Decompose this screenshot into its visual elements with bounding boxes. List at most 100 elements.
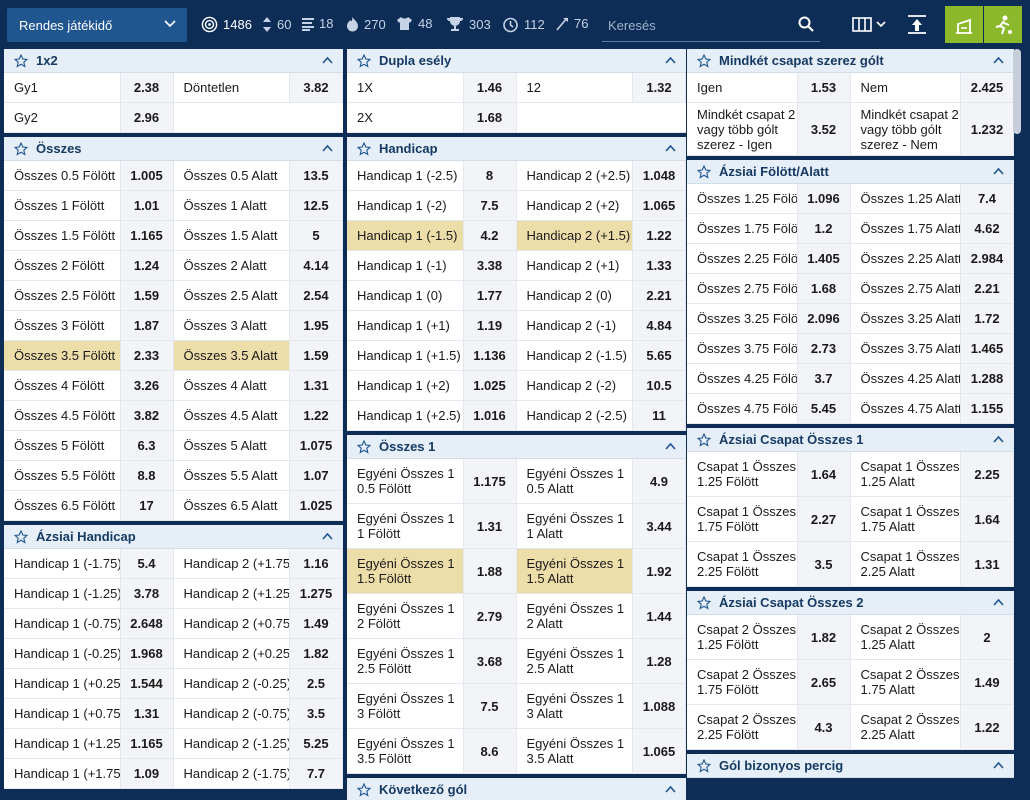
odds-outcome[interactable]: Handicap 2 (-0.25) 2.5 [174, 669, 343, 698]
odds-outcome[interactable]: Összes 4.5 Fölött 3.82 [4, 401, 174, 430]
odds-outcome[interactable]: Handicap 1 (-2.5) 8 [347, 161, 517, 190]
market-panel-header[interactable]: Ázsiai Csapat Összes 2 [687, 591, 1014, 615]
search-input[interactable]: Keresés [602, 8, 820, 42]
odds-outcome[interactable]: Egyéni Összes 1 0.5 Alatt 4.9 [517, 459, 686, 503]
odds-outcome[interactable]: Gy1 2.38 [4, 73, 174, 102]
odds-outcome[interactable]: Összes 1.75 Alatt 4.62 [851, 214, 1014, 243]
market-panel-header[interactable]: Dupla esély [347, 49, 686, 73]
category-hot[interactable]: 270 [346, 16, 386, 32]
odds-outcome[interactable]: Csapat 1 Összes 1.75 Alatt 1.64 [851, 497, 1014, 541]
odds-outcome[interactable]: Handicap 1 (+0.25) 1.544 [4, 669, 174, 698]
odds-outcome[interactable]: Handicap 1 (-0.75) 2.648 [4, 609, 174, 638]
star-icon[interactable] [697, 432, 711, 447]
chevron-up-icon[interactable] [993, 435, 1004, 444]
odds-outcome[interactable]: Handicap 1 (+2) 1.025 [347, 371, 517, 400]
star-icon[interactable] [14, 141, 28, 156]
field-view-button[interactable] [945, 6, 983, 43]
market-panel-header[interactable]: Gól bizonyos percig [687, 754, 1014, 778]
layout-columns-icon[interactable] [852, 13, 888, 35]
category-corners[interactable]: 76 [555, 16, 588, 31]
odds-outcome[interactable]: Egyéni Összes 1 2.5 Alatt 1.28 [517, 639, 686, 683]
odds-outcome[interactable]: Gy2 2.96 [4, 103, 174, 132]
chevron-up-icon[interactable] [322, 56, 333, 65]
odds-outcome[interactable]: Összes 3.5 Fölött 2.33 [4, 341, 174, 370]
odds-outcome[interactable]: Egyéni Összes 1 1 Fölött 1.31 [347, 504, 517, 548]
chevron-up-icon[interactable] [665, 442, 676, 451]
odds-outcome[interactable]: Összes 1 Alatt 12.5 [174, 191, 343, 220]
odds-outcome[interactable]: Összes 2 Fölött 1.24 [4, 251, 174, 280]
period-dropdown[interactable]: Rendes játékidő [7, 8, 187, 42]
odds-outcome[interactable]: Egyéni Összes 1 3.5 Fölött 8.6 [347, 729, 517, 773]
odds-outcome[interactable]: Handicap 1 (+1.75) 1.09 [4, 759, 174, 788]
odds-outcome[interactable]: Handicap 2 (-1.75) 7.7 [174, 759, 343, 788]
odds-outcome[interactable]: 12 1.32 [517, 73, 686, 102]
odds-outcome[interactable]: Mindkét csapat 2 vagy több gólt szerez -… [851, 103, 1014, 155]
odds-outcome[interactable]: Handicap 1 (+2.5) 1.016 [347, 401, 517, 430]
category-teams[interactable]: 48 [396, 16, 432, 31]
category-all-markets[interactable]: 1486 [201, 16, 252, 33]
odds-outcome[interactable]: Handicap 1 (-1.75) 5.4 [4, 549, 174, 578]
odds-outcome[interactable]: Handicap 2 (-1.5) 5.65 [517, 341, 686, 370]
odds-outcome[interactable]: Mindkét csapat 2 vagy több gólt szerez -… [687, 103, 851, 155]
market-panel-header[interactable]: Ázsiai Handicap [4, 525, 343, 549]
star-icon[interactable] [14, 53, 28, 68]
chevron-up-icon[interactable] [665, 56, 676, 65]
odds-outcome[interactable]: Handicap 2 (+1) 1.33 [517, 251, 686, 280]
odds-outcome[interactable]: Egyéni Összes 1 2.5 Fölött 3.68 [347, 639, 517, 683]
collapse-all-icon[interactable] [906, 13, 928, 35]
market-panel-header[interactable]: Ázsiai Fölött/Alatt [687, 160, 1014, 184]
odds-outcome[interactable]: Csapat 2 Összes 1.75 Fölött 2.65 [687, 660, 851, 704]
market-panel-header[interactable]: Ázsiai Csapat Összes 1 [687, 428, 1014, 452]
odds-outcome[interactable]: Egyéni Összes 1 2 Fölött 2.79 [347, 594, 517, 638]
odds-outcome[interactable]: Összes 0.5 Alatt 13.5 [174, 161, 343, 190]
odds-outcome[interactable]: Összes 5 Alatt 1.075 [174, 431, 343, 460]
category-tournament[interactable]: 303 [446, 16, 491, 32]
star-icon[interactable] [697, 164, 711, 179]
odds-outcome[interactable]: Egyéni Összes 1 0.5 Fölött 1.175 [347, 459, 517, 503]
chevron-up-icon[interactable] [993, 598, 1004, 607]
odds-outcome[interactable]: Handicap 1 (+1.25) 1.165 [4, 729, 174, 758]
odds-outcome[interactable]: Összes 5.5 Alatt 1.07 [174, 461, 343, 490]
odds-outcome[interactable]: Csapat 2 Összes 1.25 Alatt 2 [851, 615, 1014, 659]
odds-outcome[interactable]: Összes 2.25 Fölött 1.405 [687, 244, 851, 273]
odds-outcome[interactable]: Csapat 2 Összes 1.25 Fölött 1.82 [687, 615, 851, 659]
odds-outcome[interactable]: Összes 5 Fölött 6.3 [4, 431, 174, 460]
odds-outcome[interactable]: Csapat 1 Összes 2.25 Fölött 3.5 [687, 542, 851, 586]
odds-outcome[interactable]: Összes 3.75 Fölött 2.73 [687, 334, 851, 363]
odds-outcome[interactable]: Handicap 1 (-1.25) 3.78 [4, 579, 174, 608]
odds-outcome[interactable]: Handicap 1 (-2) 7.5 [347, 191, 517, 220]
category-periods[interactable]: 112 [502, 16, 545, 33]
odds-outcome[interactable]: Összes 3.25 Fölött 2.096 [687, 304, 851, 333]
odds-outcome[interactable]: Handicap 2 (+0.25) 1.82 [174, 639, 343, 668]
odds-outcome[interactable]: Handicap 2 (+2.5) 1.048 [517, 161, 686, 190]
star-icon[interactable] [357, 141, 371, 156]
odds-outcome[interactable]: Összes 4.25 Fölött 3.7 [687, 364, 851, 393]
odds-outcome[interactable]: Döntetlen 3.82 [174, 73, 343, 102]
chevron-up-icon[interactable] [322, 144, 333, 153]
odds-outcome[interactable]: Igen 1.53 [687, 73, 851, 102]
odds-outcome[interactable]: Összes 2 Alatt 4.14 [174, 251, 343, 280]
odds-outcome[interactable]: Csapat 1 Összes 1.25 Alatt 2.25 [851, 452, 1014, 496]
star-icon[interactable] [14, 529, 28, 544]
odds-outcome[interactable]: Összes 0.5 Fölött 1.005 [4, 161, 174, 190]
chevron-up-icon[interactable] [322, 532, 333, 541]
odds-outcome[interactable]: Összes 1.5 Fölött 1.165 [4, 221, 174, 250]
odds-outcome[interactable]: Handicap 2 (-2.5) 11 [517, 401, 686, 430]
odds-outcome[interactable]: Összes 1.25 Alatt 7.4 [851, 184, 1014, 213]
odds-outcome[interactable]: Handicap 2 (-0.75) 3.5 [174, 699, 343, 728]
odds-outcome[interactable]: Összes 6.5 Alatt 1.025 [174, 491, 343, 520]
odds-outcome[interactable]: 2X 1.68 [347, 103, 517, 132]
odds-outcome[interactable]: Összes 4.5 Alatt 1.22 [174, 401, 343, 430]
star-icon[interactable] [697, 53, 711, 68]
odds-outcome[interactable]: Összes 2.75 Alatt 2.21 [851, 274, 1014, 303]
chevron-up-icon[interactable] [665, 785, 676, 794]
odds-outcome[interactable]: Csapat 1 Összes 2.25 Alatt 1.31 [851, 542, 1014, 586]
odds-outcome[interactable]: Egyéni Összes 1 3.5 Alatt 1.065 [517, 729, 686, 773]
star-icon[interactable] [357, 439, 371, 454]
chevron-up-icon[interactable] [993, 167, 1004, 176]
star-icon[interactable] [697, 758, 711, 773]
odds-outcome[interactable]: Összes 3 Alatt 1.95 [174, 311, 343, 340]
search-icon[interactable] [798, 16, 814, 32]
odds-outcome[interactable]: Csapat 2 Összes 2.25 Alatt 1.22 [851, 705, 1014, 749]
odds-outcome[interactable]: Nem 2.425 [851, 73, 1014, 102]
